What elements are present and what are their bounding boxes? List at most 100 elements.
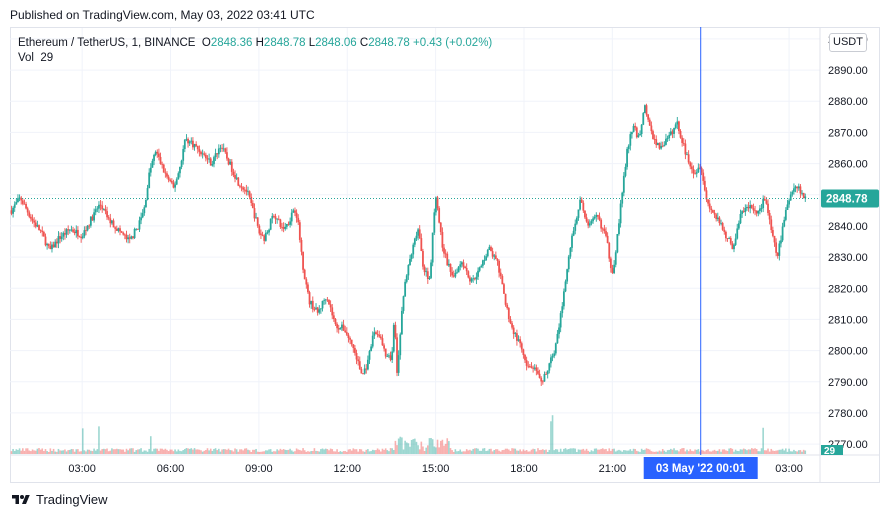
volume-bar [563, 448, 565, 454]
candle-body [316, 307, 319, 313]
candle-body [394, 324, 397, 338]
volume-bar [601, 448, 604, 454]
candle-body [114, 227, 117, 229]
candle-body [179, 166, 181, 174]
volume-bar [268, 449, 270, 454]
candle-body [349, 338, 351, 340]
volume-bar [65, 451, 68, 454]
volume-bar [234, 448, 236, 454]
volume-bar [81, 428, 84, 454]
volume-bar [770, 448, 773, 454]
candle-body [462, 262, 465, 267]
candle-body [28, 212, 31, 217]
symbol-title[interactable]: Ethereum / TetherUS, 1, BINANCE [18, 37, 196, 49]
volume-bar [328, 450, 330, 454]
candle-body [634, 125, 637, 128]
candle-body [653, 139, 656, 140]
volume-bar [590, 450, 593, 454]
volume-bar [462, 451, 465, 454]
volume-bar [576, 451, 578, 454]
volume-bar [402, 449, 405, 454]
volume-bar [397, 438, 400, 454]
volume-bar [94, 450, 97, 454]
candle-body [383, 345, 385, 349]
candle-body [279, 219, 282, 227]
volume-bar [93, 448, 95, 454]
candle-body [229, 161, 232, 165]
volume-bar [516, 450, 518, 454]
volume-bar [151, 451, 154, 454]
volume-bar [605, 448, 607, 454]
candle-body [352, 344, 355, 349]
candle-body [598, 216, 601, 220]
volume-bar [483, 448, 486, 454]
candle-body [54, 241, 57, 248]
volume-bar [665, 451, 667, 454]
candle-body [481, 260, 484, 266]
candle-body [305, 279, 308, 285]
candle-body [433, 212, 436, 233]
candle-body [308, 292, 311, 305]
volume-bar [488, 448, 491, 454]
volume-bar [297, 449, 300, 454]
candle-body [307, 284, 309, 293]
volume-bar [88, 449, 91, 454]
volume-bar [17, 449, 19, 454]
candle-body [538, 373, 541, 378]
volume-bar [763, 450, 766, 454]
candle-body [600, 219, 603, 229]
volume-bar [265, 450, 267, 454]
candle-body [46, 243, 49, 246]
candle-body [26, 208, 29, 213]
volume-bar [190, 448, 193, 454]
candle-body [597, 214, 599, 217]
high-value: 2848.78 [263, 37, 306, 49]
candle-body [344, 330, 347, 333]
candle-body [781, 226, 784, 241]
volume-bar [154, 448, 157, 454]
volume-bar [765, 450, 768, 454]
candle-body [261, 234, 264, 236]
volume-bar [517, 450, 520, 454]
candle-body [123, 234, 126, 236]
volume-bar [295, 448, 298, 454]
volume-bar [410, 439, 413, 454]
volume-bar [540, 449, 543, 454]
volume-bar [230, 450, 233, 454]
candle-body [553, 353, 556, 357]
candle-body [528, 366, 531, 367]
candle-body [635, 127, 638, 138]
candle-body [694, 173, 697, 175]
volume-bar [503, 449, 505, 454]
volume-bar [362, 451, 364, 454]
volume-bar [18, 448, 21, 454]
candle-body [47, 243, 50, 246]
candle-body [457, 266, 460, 273]
candle-body [355, 352, 358, 360]
volume-bar [582, 448, 585, 454]
candle-body [238, 185, 241, 187]
volume-bar [661, 448, 664, 454]
candle-body [705, 190, 708, 200]
volume-bar [132, 448, 134, 454]
volume-bar [83, 450, 86, 454]
candle-body [684, 143, 687, 155]
candle-body [122, 232, 125, 235]
candle-body [128, 237, 131, 239]
volume-bar [676, 450, 679, 454]
candle-body [660, 145, 662, 149]
volume-bar [13, 451, 16, 454]
candle-body [151, 160, 154, 168]
candlestick-chart[interactable]: 2770.002780.002790.002800.002810.002820.… [10, 27, 880, 483]
candle-body [746, 206, 748, 209]
volume-bar [196, 449, 199, 454]
volume-bar [618, 449, 620, 454]
volume-bar [30, 451, 32, 454]
volume-bar [149, 436, 152, 454]
volume-bar [754, 448, 756, 454]
volume-bar [346, 451, 348, 454]
candle-body [543, 374, 546, 382]
currency-selector[interactable]: USDT [829, 33, 867, 52]
candle-body [174, 184, 176, 188]
candle-body [569, 247, 572, 257]
